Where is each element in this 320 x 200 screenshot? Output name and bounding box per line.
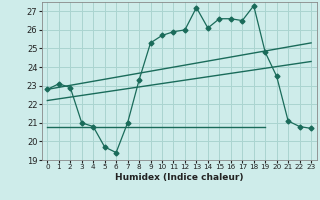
X-axis label: Humidex (Indice chaleur): Humidex (Indice chaleur) <box>115 173 244 182</box>
